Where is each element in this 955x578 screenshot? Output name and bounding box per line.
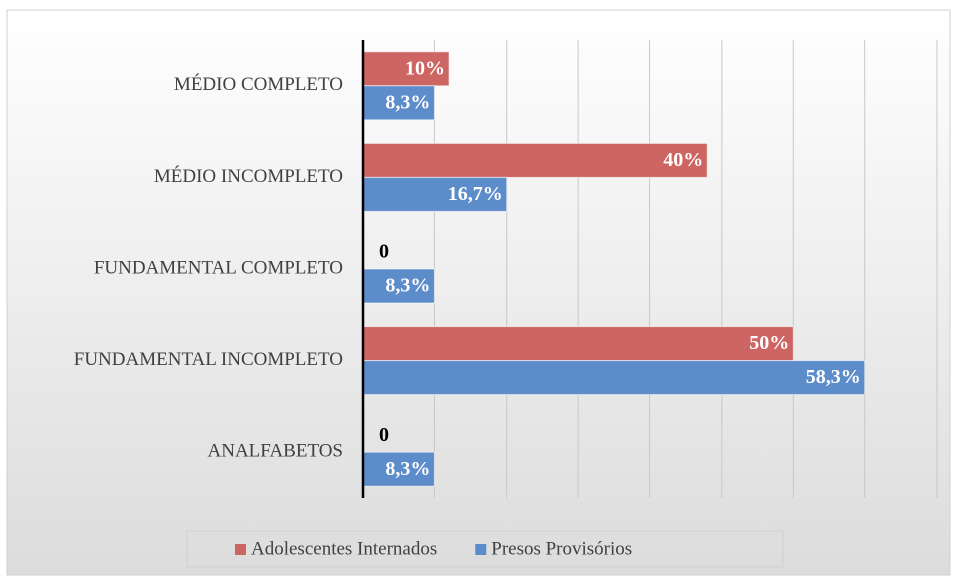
bar: [362, 142, 708, 178]
bar: [362, 451, 435, 487]
y-tick-label: MÉDIO INCOMPLETO: [154, 165, 343, 187]
data-label: 58,3%: [806, 366, 861, 388]
legend-swatch: [235, 544, 246, 555]
data-label: 10%: [405, 57, 445, 79]
data-label: 40%: [663, 149, 703, 171]
data-label: 16,7%: [448, 183, 503, 205]
data-label: 0: [379, 241, 389, 263]
data-label: 8,3%: [385, 275, 430, 297]
data-label: 8,3%: [385, 91, 430, 113]
data-label: 8,3%: [385, 458, 430, 480]
data-label: 0: [379, 424, 389, 446]
bar: [362, 176, 508, 212]
y-tick-label: FUNDAMENTAL INCOMPLETO: [74, 349, 343, 370]
legend-swatch: [475, 544, 487, 555]
y-tick-label: ANALFABETOS: [208, 441, 343, 462]
legend-label: Adolescentes Internados: [251, 538, 437, 559]
y-tick-label: FUNDAMENTAL COMPLETO: [94, 257, 343, 278]
bar: [362, 326, 794, 362]
bar: [362, 51, 450, 87]
chart-background: [6, 9, 951, 576]
bar: [362, 360, 866, 396]
legend-label: Presos Provisórios: [491, 538, 632, 559]
data-label: 50%: [749, 332, 789, 354]
y-tick-label: MÉDIO COMPLETO: [174, 73, 343, 95]
legend-box: [186, 530, 784, 568]
bar: [362, 268, 435, 304]
